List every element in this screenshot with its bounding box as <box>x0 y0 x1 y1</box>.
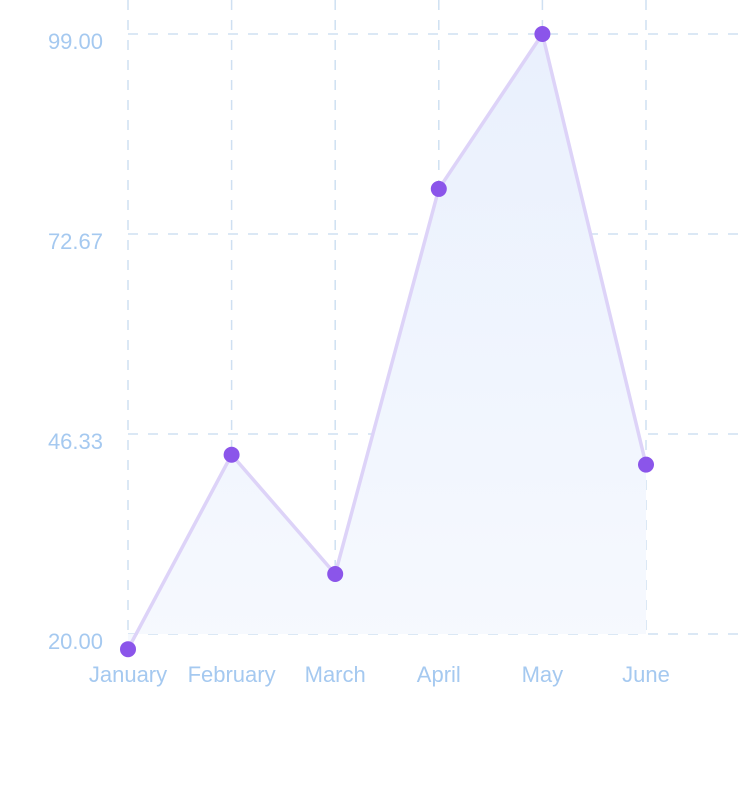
data-points <box>120 26 654 658</box>
series-line-layer <box>126 32 648 651</box>
y-axis-tick-labels: 20.00 46.33 72.67 99.00 <box>48 29 103 654</box>
series-line <box>126 32 648 651</box>
x-tick-label: January <box>89 662 167 687</box>
x-tick-label: April <box>417 662 461 687</box>
data-point-february[interactable] <box>223 446 240 463</box>
x-tick-label: March <box>305 662 366 687</box>
y-tick-label: 72.67 <box>48 229 103 254</box>
y-tick-label: 20.00 <box>48 629 103 654</box>
y-tick-label: 99.00 <box>48 29 103 54</box>
x-tick-label: February <box>188 662 276 687</box>
data-point-april[interactable] <box>430 180 447 197</box>
x-tick-label: May <box>522 662 564 687</box>
area-fill <box>128 34 646 650</box>
data-point-january[interactable] <box>120 641 136 658</box>
area-fill-layer <box>128 34 646 650</box>
y-tick-label: 46.33 <box>48 429 103 454</box>
data-point-may[interactable] <box>534 26 551 42</box>
data-point-june[interactable] <box>638 456 654 473</box>
data-point-march[interactable] <box>327 566 344 582</box>
x-tick-label: June <box>622 662 670 687</box>
x-axis-tick-labels: January February March April May June <box>89 662 670 687</box>
